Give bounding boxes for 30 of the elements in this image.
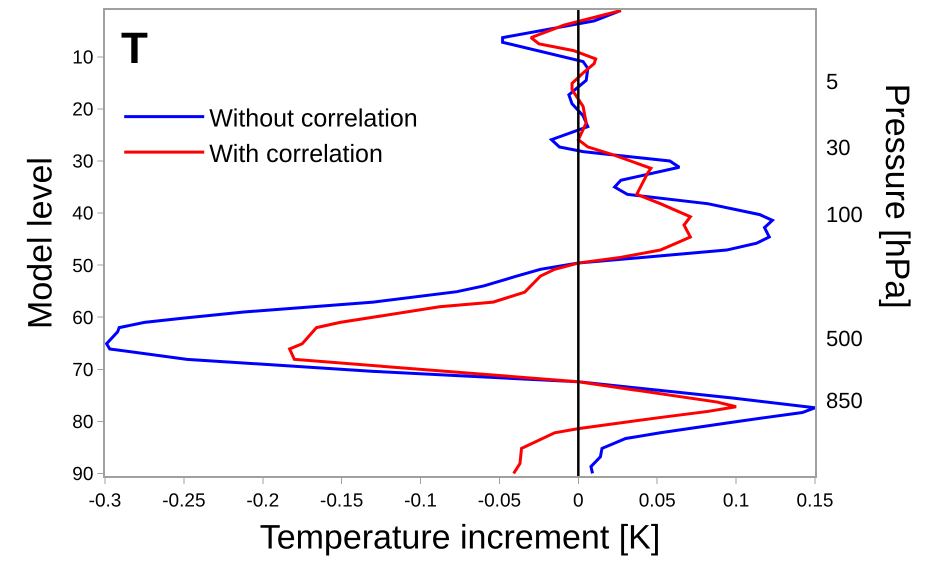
chart-title: T <box>121 24 148 73</box>
x-tick-label: -0.05 <box>478 490 522 512</box>
y-tick-label: 90 <box>72 464 94 486</box>
y-tick-label: 80 <box>72 412 94 433</box>
legend-label: Without correlation <box>209 104 418 132</box>
y-tick-label: 30 <box>72 152 94 173</box>
y-tick-label: 40 <box>72 204 94 225</box>
text: 30 <box>826 135 850 160</box>
y-tick-label: 50 <box>72 256 94 277</box>
y-tick-label: 70 <box>72 360 94 381</box>
y2-axis-title: Pressure [hPa] <box>878 84 916 309</box>
x-tick-label: -0.15 <box>320 490 364 512</box>
text: 850 <box>826 388 863 413</box>
x-axis-title: Temperature increment [K] <box>260 518 660 556</box>
x-tick-label: 0.05 <box>638 490 676 512</box>
legend-label: With correlation <box>209 140 383 168</box>
text: 100 <box>826 202 863 227</box>
x-tick-label: -0.1 <box>404 490 437 512</box>
y-tick-label: 60 <box>72 308 94 329</box>
x-tick-label: -0.2 <box>246 490 280 512</box>
x-tick-label: 0.15 <box>796 490 834 512</box>
x-tick-label: -0.3 <box>88 490 122 512</box>
y-tick-label: 10 <box>72 48 94 69</box>
y-tick-label: 20 <box>72 100 94 121</box>
y-axis-title: Model level <box>21 157 60 329</box>
x-tick-label: 0.1 <box>722 490 750 512</box>
text: 500 <box>826 326 863 351</box>
x-tick-label: 0 <box>573 490 584 512</box>
text: 5 <box>826 69 838 94</box>
x-tick-label: -0.25 <box>162 490 206 512</box>
